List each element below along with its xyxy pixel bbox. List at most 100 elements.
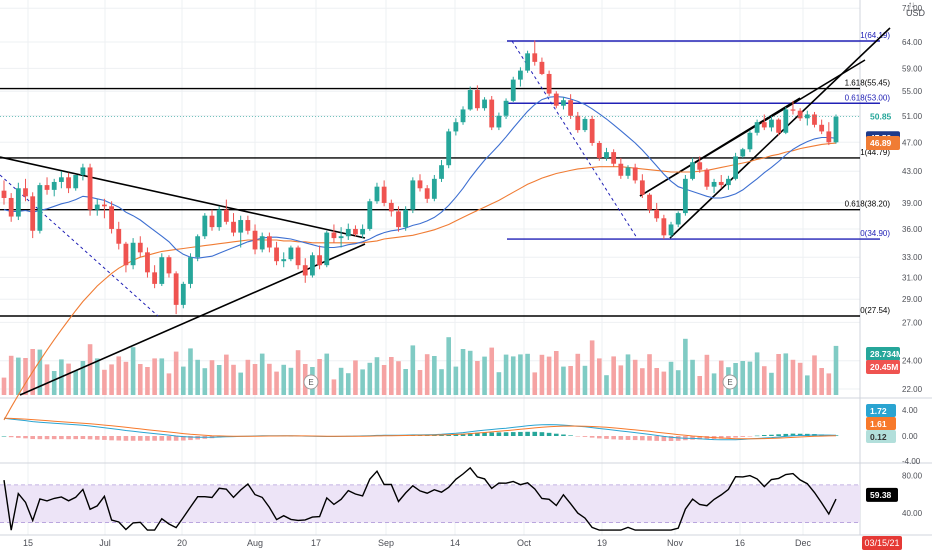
macd-hist-bar: [181, 436, 186, 441]
candle-body: [675, 213, 681, 225]
candle-body: [589, 118, 595, 143]
fib-level-label: 0(27.54): [860, 306, 890, 315]
price-pane[interactable]: 1(64.19) 1.618(55.45) 0.618(53.00) 1(44.79)…: [0, 27, 891, 421]
macd-hist-bar: [496, 432, 502, 436]
macd-hist-bar: [145, 436, 150, 441]
macd-hist-bar: [137, 436, 143, 441]
candle-body: [747, 132, 753, 150]
volume-bar: [690, 359, 695, 395]
volume-bar: [209, 360, 215, 395]
candle-body: [431, 178, 437, 199]
candle-body: [632, 167, 638, 181]
candle-body: [374, 186, 380, 202]
candle-body: [388, 202, 394, 212]
macd-hist-bar: [467, 433, 473, 436]
volume-bar: [231, 364, 236, 395]
macd-hist-bar: [102, 436, 107, 440]
ma-slow-tag-bg: [866, 136, 900, 151]
volume-bar: [797, 362, 803, 395]
candle-body: [582, 118, 588, 131]
candle-body: [618, 163, 624, 176]
candle-body: [561, 100, 566, 106]
candle-body: [281, 259, 287, 262]
volume-bar: [697, 376, 703, 395]
candle-body: [833, 116, 839, 143]
candle-body: [546, 73, 552, 94]
trendline: [0, 156, 366, 239]
candle-body: [596, 142, 602, 158]
fib-level-label: 0.618(38.20): [845, 200, 891, 209]
candle-body: [467, 90, 473, 110]
scale-mode-label[interactable]: USD: [906, 8, 926, 18]
price-tick-label: 47.00: [902, 138, 923, 147]
volume-bar: [152, 358, 157, 395]
macd-hist-bar: [575, 436, 581, 437]
rsi-tick-label: 80.00: [902, 471, 923, 480]
volume-bar: [611, 356, 616, 395]
price-tick-label: 27.00: [902, 318, 923, 327]
hist-value-tag-bg: [866, 430, 896, 443]
candle-body: [410, 180, 416, 210]
price-tick-label: 43.00: [902, 167, 923, 176]
macd-hist-bar: [654, 436, 659, 441]
signal-line: [3, 417, 837, 440]
candle-body: [797, 110, 803, 119]
earnings-badge-letter: E: [308, 378, 313, 387]
volume-bar: [640, 368, 645, 395]
price-tick-label: 71.00: [902, 4, 923, 13]
volume-bar: [496, 372, 502, 395]
macd-hist-bar: [166, 436, 172, 441]
candle-body: [482, 99, 487, 109]
candle-body: [145, 252, 150, 273]
volume-bar: [833, 345, 839, 395]
macd-hist-bar: [597, 436, 602, 439]
volume-bar: [503, 354, 509, 395]
candle-body: [510, 79, 516, 101]
candle-body: [503, 100, 509, 116]
candle-body: [195, 236, 201, 258]
earnings-badge-letter: E: [727, 378, 732, 387]
price-tick-label: 22.00: [902, 385, 923, 394]
volume-bar: [51, 371, 57, 395]
macd-hist-bar: [776, 434, 781, 436]
volume-bar: [367, 362, 373, 395]
candle-body: [259, 236, 265, 250]
ma-slow-tag: 46.89: [870, 138, 892, 148]
fib-level-label: 1(64.19): [860, 31, 890, 40]
fib-level-label: 0(34.90): [860, 229, 890, 238]
volume-bar: [589, 340, 595, 395]
candle-body: [30, 196, 36, 231]
macd-hist-bar: [152, 436, 157, 441]
candle-body: [310, 255, 315, 276]
macd-hist-bar: [432, 435, 437, 436]
macd-hist-bar: [733, 436, 738, 438]
volume-bar: [188, 348, 193, 395]
candle-body: [338, 236, 344, 239]
volume-bar: [109, 364, 114, 395]
sort-arrows-icon[interactable]: ↑↓: [908, 0, 915, 9]
macd-pane[interactable]: [1, 417, 839, 442]
volume-bar: [453, 366, 459, 395]
rsi-pane[interactable]: [0, 466, 860, 531]
time-tick-label: Jul: [99, 538, 111, 548]
candle-body: [252, 230, 258, 250]
candle-body: [661, 218, 667, 236]
macd-tick-label: -4.00: [902, 457, 921, 466]
macd-hist-bar: [518, 431, 523, 436]
candle-body: [345, 228, 351, 237]
macd-hist-bar: [618, 436, 624, 440]
volume-bar: [575, 353, 581, 395]
volume-bar: [604, 375, 609, 395]
macd-hist-bar: [489, 432, 495, 436]
candle-body: [776, 119, 782, 133]
volume-bar: [647, 354, 652, 395]
macd-hist-bar: [539, 432, 545, 436]
volume-bar: [618, 365, 624, 395]
price-axis[interactable]: 71.00 64.00 59.00 55.00 51.00 47.00 43.00 39.00…: [866, 4, 923, 518]
time-axis[interactable]: 15 Jul 20 Aug 17 Sep 14 Oct 19 Nov 16 Dec: [23, 538, 812, 548]
time-tick-label: 15: [23, 538, 33, 548]
macd-hist-bar: [661, 436, 667, 442]
volume-bar: [704, 354, 710, 395]
volume-bar: [439, 369, 444, 395]
